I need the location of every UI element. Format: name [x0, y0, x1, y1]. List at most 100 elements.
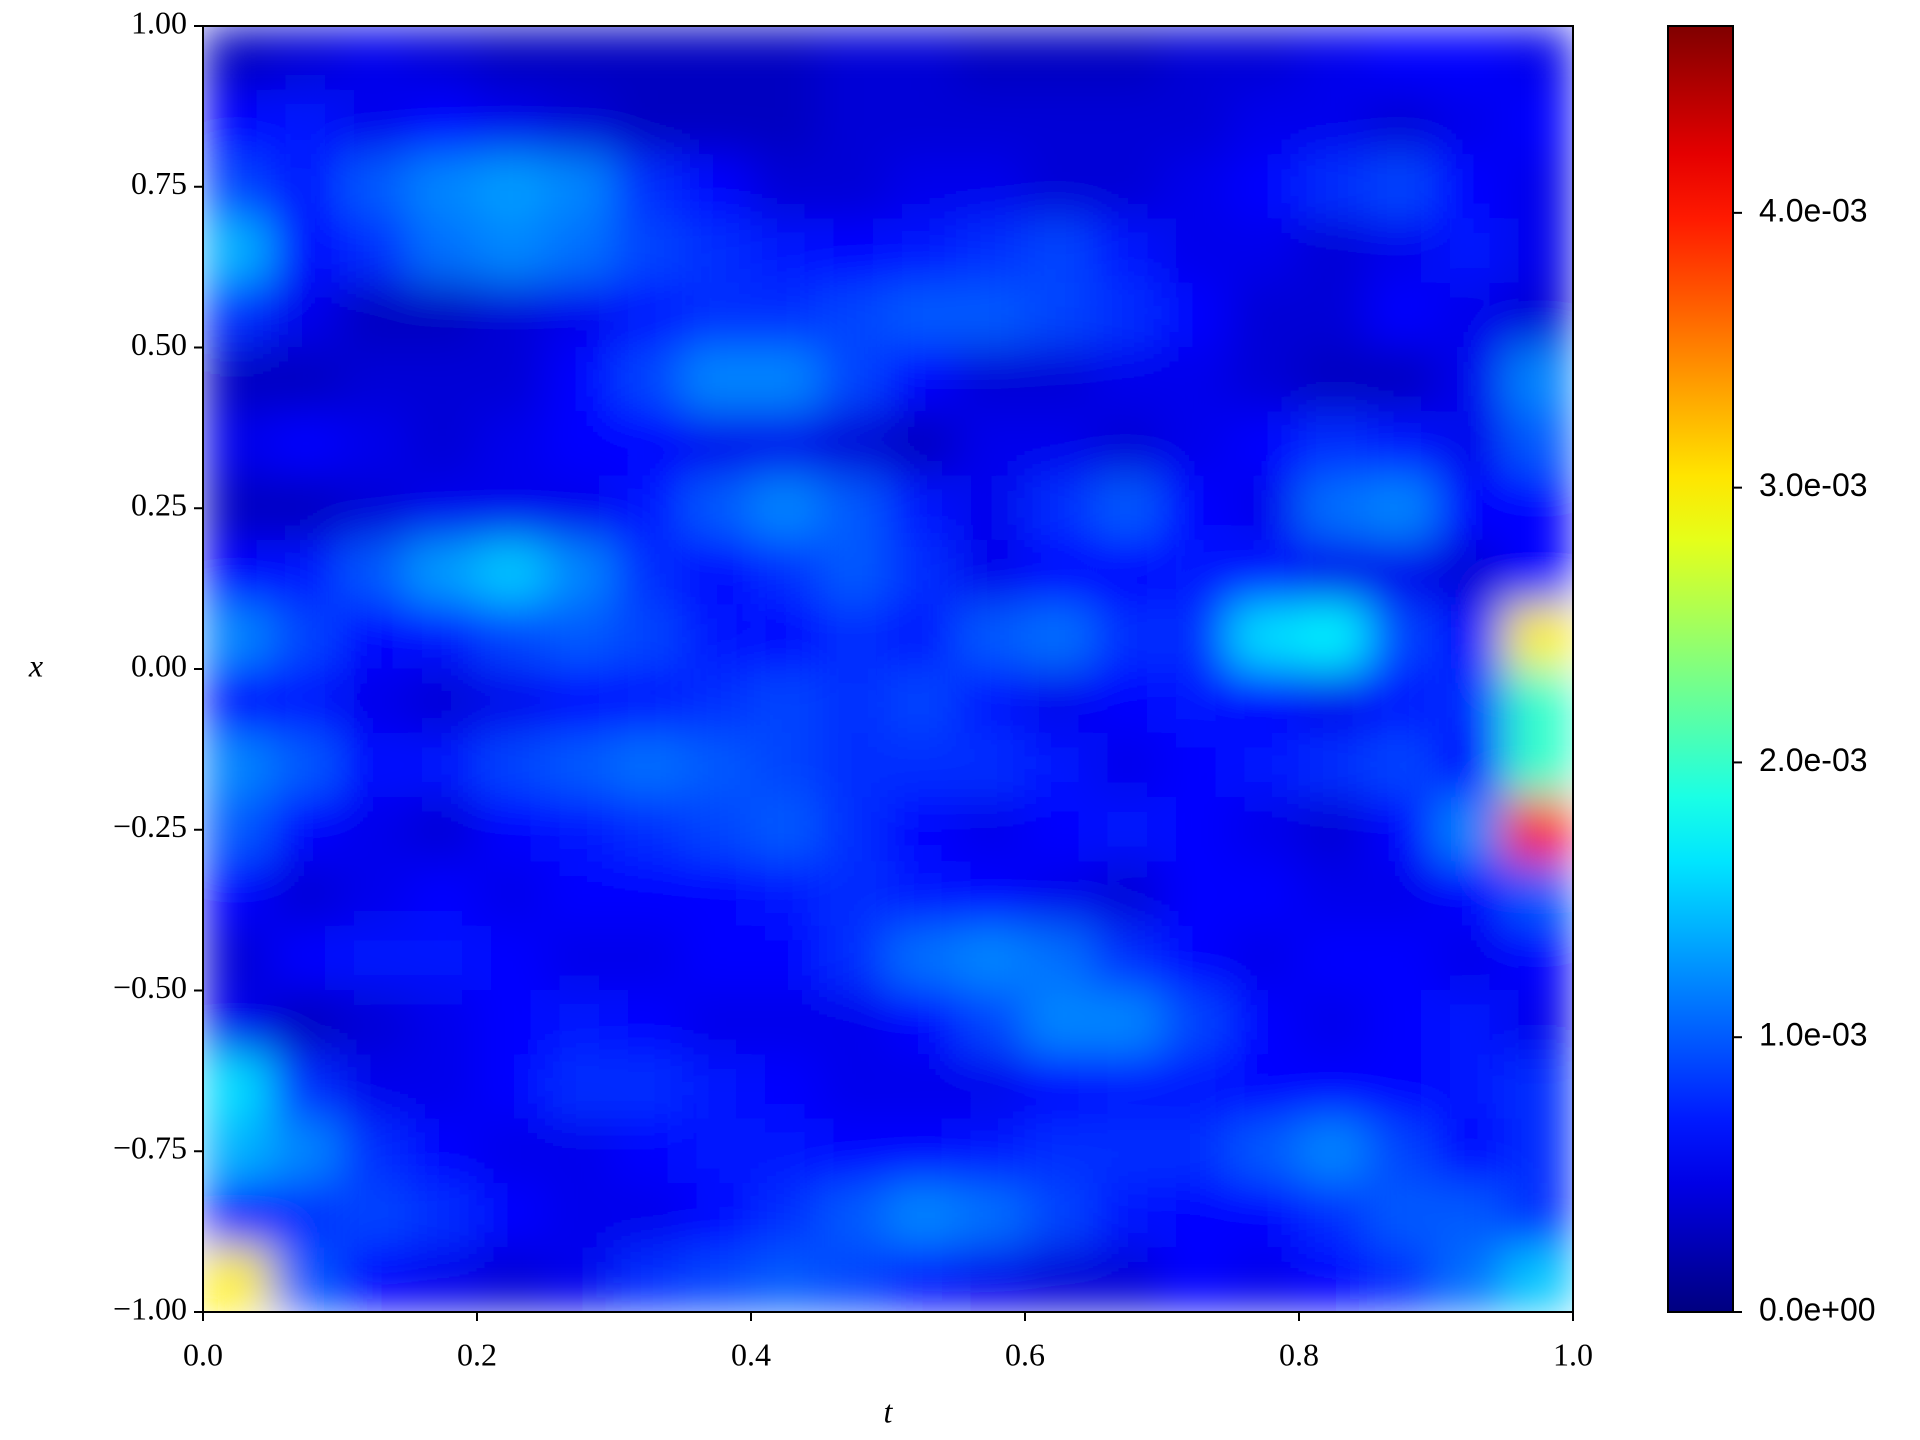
heat-cell: [1435, 990, 1505, 1056]
heat-cell: [887, 668, 957, 734]
heat-cell: [956, 154, 1026, 220]
heat-cell: [271, 1054, 341, 1120]
heat-cell: [408, 218, 478, 284]
heat-cell: [1230, 1182, 1300, 1249]
heat-cell: [1230, 797, 1300, 863]
heat-cell: [1504, 668, 1573, 734]
heat-cell: [887, 282, 957, 348]
heat-cell: [271, 154, 341, 220]
heat-cell: [1024, 1118, 1094, 1184]
heat-cell: [613, 604, 683, 670]
heat-cell: [1367, 1182, 1437, 1249]
heat-cell: [408, 668, 478, 734]
heat-cell: [1367, 282, 1437, 348]
heat-cell: [1024, 990, 1094, 1056]
heat-cell: [956, 89, 1026, 156]
heat-cell: [1093, 347, 1163, 413]
heat-cell: [1367, 154, 1437, 220]
heat-cell: [203, 861, 272, 927]
heat-cell: [819, 475, 889, 541]
x-tick-label: 1.0: [1553, 1336, 1593, 1372]
heat-cell: [1504, 925, 1573, 991]
heat-cell: [271, 732, 341, 799]
heat-cell: [545, 218, 615, 284]
heat-cell: [750, 282, 820, 348]
heat-cell: [887, 89, 957, 156]
heat-cell: [408, 990, 478, 1056]
heat-cell: [1504, 604, 1573, 670]
heat-cell: [1161, 604, 1231, 670]
heat-cell: [1367, 861, 1437, 927]
heat-cell: [613, 411, 683, 477]
heat-cell: [545, 1247, 615, 1312]
heat-cell: [682, 154, 752, 220]
heat-cell: [1024, 154, 1094, 220]
heat-cell: [1161, 1182, 1231, 1249]
x-tick-label: 0.2: [457, 1336, 497, 1372]
heat-cell: [1093, 539, 1163, 606]
x-tick-label: 0.0: [183, 1336, 223, 1372]
heat-cell: [545, 732, 615, 799]
heat-cell: [1298, 411, 1368, 477]
heat-cell: [887, 1247, 957, 1312]
heat-cell: [1093, 925, 1163, 991]
heat-cell: [1367, 668, 1437, 734]
heat-cell: [339, 1054, 409, 1120]
heat-cell: [613, 1182, 683, 1249]
heat-cell: [613, 218, 683, 284]
heat-cell: [1093, 668, 1163, 734]
heat-cell: [339, 1118, 409, 1184]
heat-cell: [1161, 347, 1231, 413]
heat-cell: [750, 26, 820, 91]
colorbar-tick-label: 4.0e-03: [1759, 192, 1868, 228]
heat-cell: [1367, 990, 1437, 1056]
heat-cell: [750, 668, 820, 734]
heat-cell: [1298, 26, 1368, 91]
heat-cell: [613, 475, 683, 541]
heat-cell: [1367, 604, 1437, 670]
heat-cell: [408, 925, 478, 991]
heat-cell: [203, 26, 272, 91]
heat-cell: [408, 475, 478, 541]
heat-cell: [1024, 732, 1094, 799]
heat-cell: [819, 1118, 889, 1184]
heat-cell: [1024, 26, 1094, 91]
heat-cell: [956, 604, 1026, 670]
heat-cell: [1230, 539, 1300, 606]
heat-cell: [956, 347, 1026, 413]
heat-cell: [887, 26, 957, 91]
heat-cell: [339, 604, 409, 670]
heat-cell: [682, 1247, 752, 1312]
heat-cell: [1435, 539, 1505, 606]
heat-cell: [1161, 539, 1231, 606]
heat-cell: [682, 1182, 752, 1249]
heat-cell: [750, 1054, 820, 1120]
heat-cell: [1093, 154, 1163, 220]
heat-cell: [1093, 990, 1163, 1056]
heat-cell: [1298, 604, 1368, 670]
heat-cell: [1230, 154, 1300, 220]
heat-cell: [750, 347, 820, 413]
heat-cell: [682, 990, 752, 1056]
heat-cell: [887, 1054, 957, 1120]
heat-cell: [203, 1054, 272, 1120]
heat-cell: [750, 89, 820, 156]
heat-cell: [476, 475, 546, 541]
heat-cell: [1024, 925, 1094, 991]
heat-cell: [1298, 668, 1368, 734]
heat-cell: [1093, 1118, 1163, 1184]
heat-cell: [750, 539, 820, 606]
heat-cell: [476, 539, 546, 606]
heat-cell: [613, 1054, 683, 1120]
heat-cell: [887, 732, 957, 799]
heat-cell: [956, 732, 1026, 799]
heat-cell: [819, 1182, 889, 1249]
heat-cell: [408, 1054, 478, 1120]
x-tick-label: 0.4: [731, 1336, 771, 1372]
heat-cell: [1435, 1182, 1505, 1249]
heat-cell: [545, 475, 615, 541]
heat-cell: [887, 1182, 957, 1249]
heat-cell: [1093, 1054, 1163, 1120]
heat-cell: [1230, 347, 1300, 413]
heat-cell: [887, 154, 957, 220]
